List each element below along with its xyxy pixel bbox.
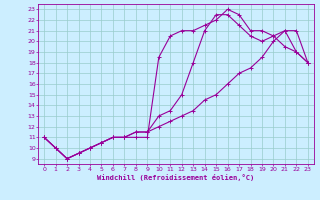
X-axis label: Windchill (Refroidissement éolien,°C): Windchill (Refroidissement éolien,°C) bbox=[97, 174, 255, 181]
